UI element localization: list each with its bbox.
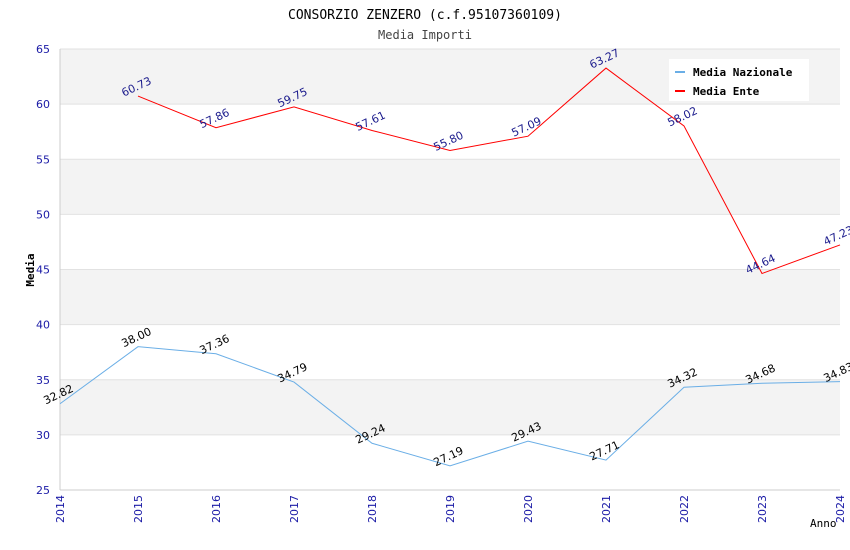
- y-axis-label: Media: [24, 253, 37, 286]
- y-tick-label: 50: [36, 208, 50, 221]
- chart-title: CONSORZIO ZENZERO (c.f.95107360109): [288, 8, 562, 23]
- legend-box: [669, 59, 809, 101]
- y-tick-label: 65: [36, 43, 50, 56]
- x-tick-label: 2017: [288, 495, 301, 523]
- y-tick-label: 30: [36, 429, 50, 442]
- y-tick-label: 45: [36, 264, 50, 277]
- x-axis-label: Anno: [810, 517, 837, 530]
- x-tick-label: 2022: [678, 495, 691, 523]
- x-tick-label: 2014: [54, 495, 67, 523]
- series-line: [59, 346, 841, 467]
- legend: Media Nazionale Media Ente: [669, 59, 809, 101]
- y-axis-ticks: 25 30 35 40 45 50 55 60 65: [36, 43, 50, 497]
- series-line: [137, 67, 841, 275]
- series-lines: [59, 67, 841, 467]
- x-tick-label: 2018: [366, 495, 379, 523]
- grid-band: [60, 269, 840, 325]
- grid-band: [60, 379, 840, 435]
- x-tick-label: 2015: [132, 495, 145, 523]
- x-tick-label: 2020: [522, 495, 535, 523]
- y-tick-label: 40: [36, 319, 50, 332]
- x-tick-label: 2021: [600, 495, 613, 523]
- x-tick-label: 2023: [756, 495, 769, 523]
- y-tick-label: 25: [36, 484, 50, 497]
- x-tick-label: 2019: [444, 495, 457, 523]
- grid-bands: [59, 48, 840, 491]
- legend-entry: Media Ente: [693, 85, 760, 98]
- x-tick-label: 2016: [210, 495, 223, 523]
- grid-band: [60, 214, 840, 270]
- x-axis-ticks: 2014 2015 2016 2017 2018 2019 2020 2021 2022 2023…: [54, 495, 847, 523]
- y-tick-label: 35: [36, 374, 50, 387]
- grid-band: [60, 324, 840, 380]
- grid-band: [60, 434, 840, 490]
- grid-band: [60, 159, 840, 215]
- legend-entry: Media Nazionale: [693, 66, 793, 79]
- chart-subtitle: Media Importi: [378, 28, 472, 42]
- x-tick-label: 2024: [834, 495, 847, 523]
- y-tick-label: 60: [36, 98, 50, 111]
- y-tick-label: 55: [36, 153, 50, 166]
